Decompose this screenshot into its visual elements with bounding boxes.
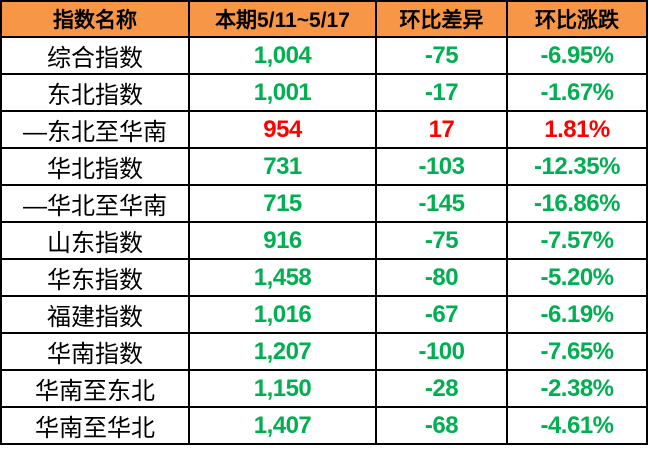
mom-difference-cell: -75: [375, 36, 508, 75]
current-value-cell: 1,016: [188, 295, 377, 334]
column-header-mom-change-pct: 环比涨跌: [506, 0, 648, 38]
table-row: 华东指数 1,458 -80 -5.20%: [0, 258, 648, 297]
column-header-mom-difference: 环比差异: [375, 0, 508, 38]
mom-change-pct-cell: -7.57%: [506, 221, 648, 260]
current-value-cell: 715: [188, 184, 377, 223]
current-value-cell: 954: [188, 110, 377, 149]
current-value-cell: 1,458: [188, 258, 377, 297]
index-name-cell: —东北至华南: [0, 110, 190, 149]
table-row: 山东指数 916 -75 -7.57%: [0, 221, 648, 260]
index-name-cell: 华北指数: [0, 147, 190, 186]
mom-difference-cell: 17: [375, 110, 508, 149]
index-name-cell: 山东指数: [0, 221, 190, 260]
index-table-header: 指数名称 本期5/11~5/17 环比差异 环比涨跌: [0, 0, 648, 38]
index-name-cell: 华南至东北: [0, 369, 190, 408]
mom-change-pct-cell: -2.38%: [506, 369, 648, 408]
current-value-cell: 916: [188, 221, 377, 260]
table-row: 东北指数 1,001 -17 -1.67%: [0, 73, 648, 112]
mom-difference-cell: -67: [375, 295, 508, 334]
index-name-cell: 福建指数: [0, 295, 190, 334]
table-row: —东北至华南 954 17 1.81%: [0, 110, 648, 149]
current-value-cell: 1,407: [188, 406, 377, 445]
index-name-cell: 华南指数: [0, 332, 190, 371]
index-name-cell: 华南至华北: [0, 406, 190, 445]
mom-change-pct-cell: -16.86%: [506, 184, 648, 223]
index-name-cell: —华北至华南: [0, 184, 190, 223]
mom-difference-cell: -103: [375, 147, 508, 186]
index-table-body: 综合指数 1,004 -75 -6.95% 东北指数 1,001 -17 -1.…: [0, 36, 648, 445]
index-name-cell: 综合指数: [0, 36, 190, 75]
mom-difference-cell: -100: [375, 332, 508, 371]
index-table: 指数名称 本期5/11~5/17 环比差异 环比涨跌 综合指数 1,004 -7…: [0, 0, 648, 445]
current-value-cell: 1,150: [188, 369, 377, 408]
current-value-cell: 1,004: [188, 36, 377, 75]
index-name-cell: 华东指数: [0, 258, 190, 297]
current-value-cell: 1,001: [188, 73, 377, 112]
index-name-cell: 东北指数: [0, 73, 190, 112]
mom-change-pct-cell: -7.65%: [506, 332, 648, 371]
header-row: 指数名称 本期5/11~5/17 环比差异 环比涨跌: [0, 0, 648, 38]
mom-change-pct-cell: 1.81%: [506, 110, 648, 149]
current-value-cell: 1,207: [188, 332, 377, 371]
mom-difference-cell: -80: [375, 258, 508, 297]
current-value-cell: 731: [188, 147, 377, 186]
mom-change-pct-cell: -5.20%: [506, 258, 648, 297]
table-row: 华南至东北 1,150 -28 -2.38%: [0, 369, 648, 408]
table-row: 华南指数 1,207 -100 -7.65%: [0, 332, 648, 371]
mom-change-pct-cell: -6.19%: [506, 295, 648, 334]
mom-difference-cell: -28: [375, 369, 508, 408]
mom-difference-cell: -68: [375, 406, 508, 445]
mom-difference-cell: -75: [375, 221, 508, 260]
table-row: 华南至华北 1,407 -68 -4.61%: [0, 406, 648, 445]
table-row: 华北指数 731 -103 -12.35%: [0, 147, 648, 186]
table-row: 综合指数 1,004 -75 -6.95%: [0, 36, 648, 75]
mom-difference-cell: -17: [375, 73, 508, 112]
mom-change-pct-cell: -1.67%: [506, 73, 648, 112]
mom-difference-cell: -145: [375, 184, 508, 223]
mom-change-pct-cell: -6.95%: [506, 36, 648, 75]
column-header-index-name: 指数名称: [0, 0, 190, 38]
table-row: 福建指数 1,016 -67 -6.19%: [0, 295, 648, 334]
column-header-current-period: 本期5/11~5/17: [188, 0, 377, 38]
mom-change-pct-cell: -4.61%: [506, 406, 648, 445]
mom-change-pct-cell: -12.35%: [506, 147, 648, 186]
table-row: —华北至华南 715 -145 -16.86%: [0, 184, 648, 223]
